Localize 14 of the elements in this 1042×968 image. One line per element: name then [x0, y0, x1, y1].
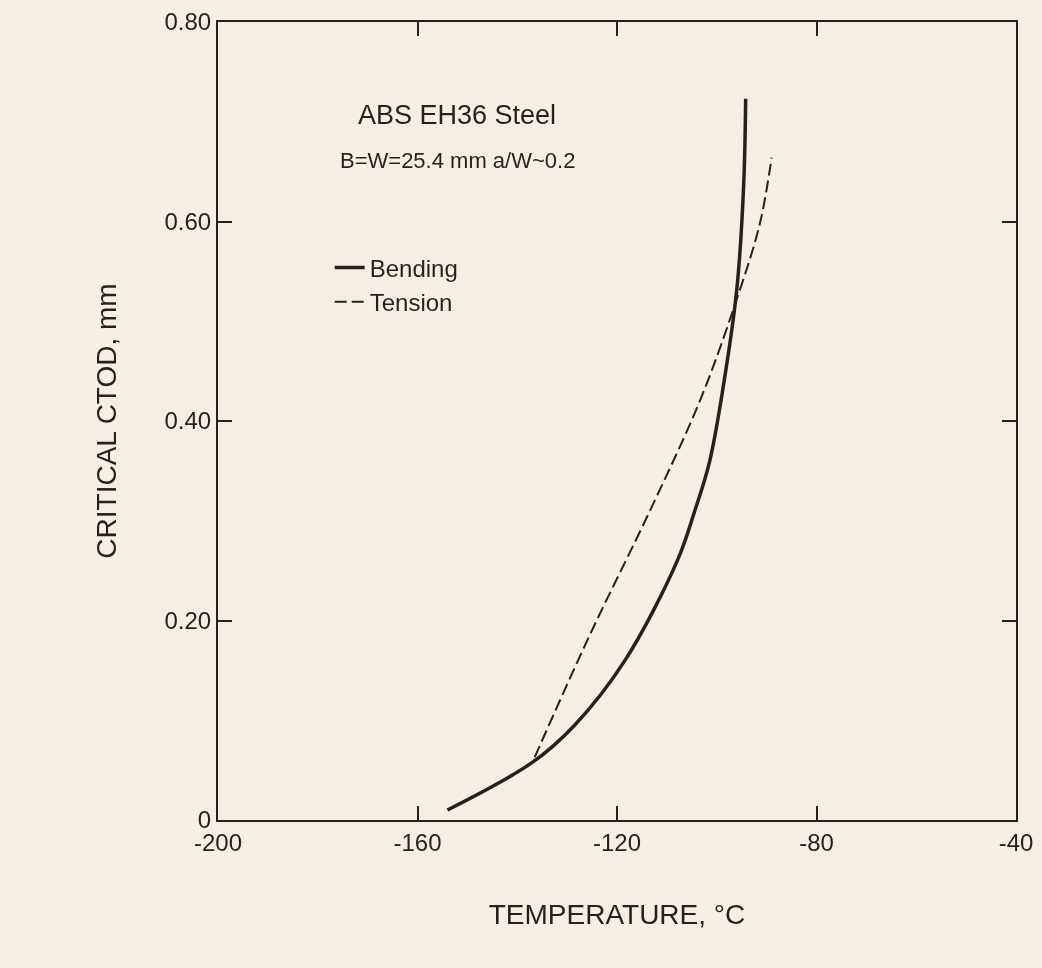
x-axis-title: TEMPERATURE, °C	[488, 899, 746, 931]
x-tick-label: -40	[998, 828, 1034, 856]
y-tick-label: 0.20	[164, 606, 212, 634]
legend-label: Bending	[369, 254, 458, 282]
y-tick-label: 0.60	[164, 207, 212, 235]
annotation: B=W=25.4 mm a/W~0.2	[340, 148, 576, 173]
x-tick-label: -80	[799, 828, 834, 856]
annotation: ABS EH36 Steel	[358, 100, 557, 130]
y-axis-title: CRITICAL CTOD, mm	[90, 283, 122, 559]
y-tick-label: 0.80	[164, 8, 212, 36]
x-tick-label: -120	[592, 828, 642, 856]
y-tick-label: 0.40	[164, 407, 212, 435]
x-tick-label: -160	[393, 828, 442, 856]
legend-label: Tension	[369, 289, 453, 317]
